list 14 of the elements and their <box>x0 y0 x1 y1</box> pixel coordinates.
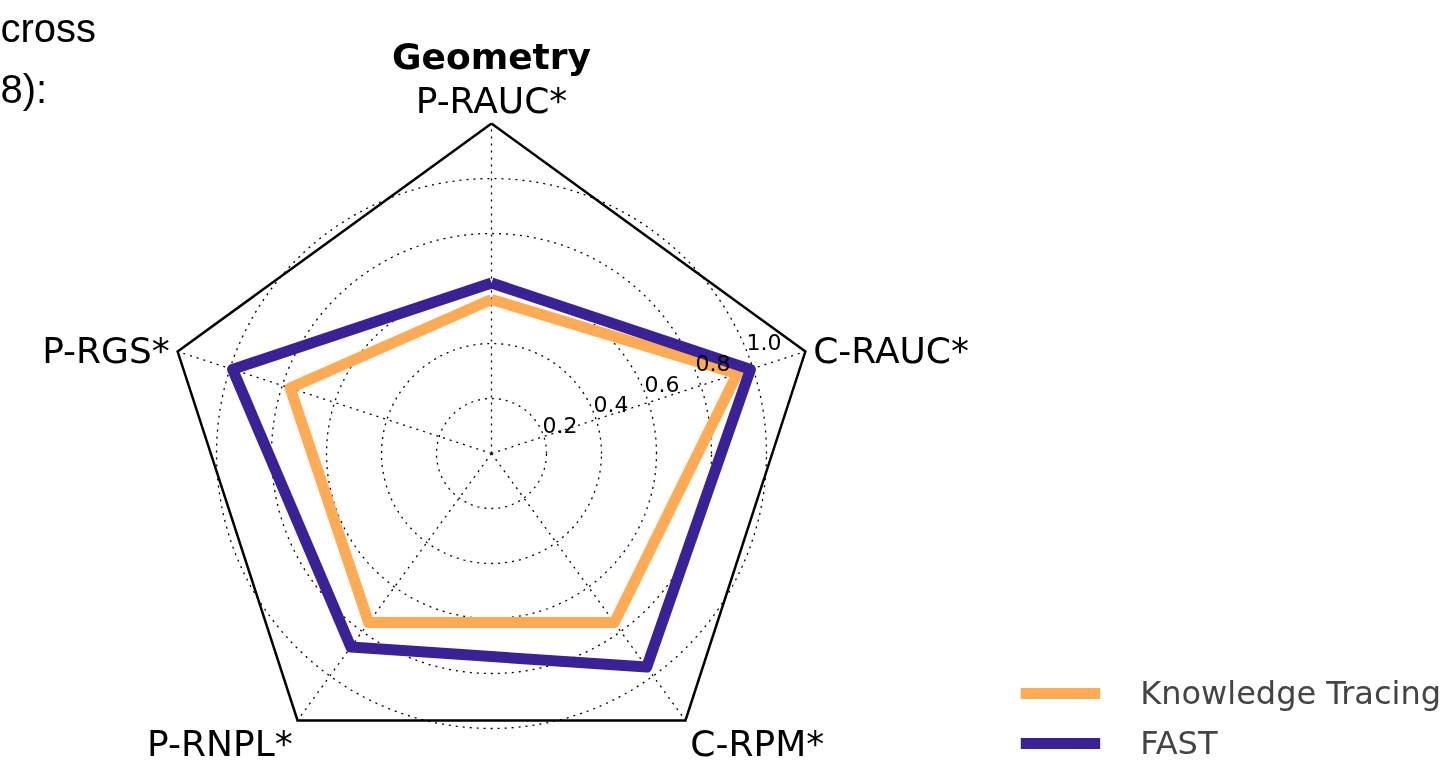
spoke-label: P-RNPL* <box>147 722 293 762</box>
y-tick-label: 0.4 <box>593 392 629 418</box>
spoke-label: C-RAUC* <box>813 330 969 372</box>
legend-label: Knowledge Tracing <box>1140 674 1441 712</box>
spoke-label: P-RGS* <box>42 330 170 372</box>
legend-label: FAST <box>1140 724 1218 762</box>
y-tick-label: 0.6 <box>644 371 680 397</box>
spoke-label: P-RAUC* <box>415 79 568 121</box>
chart-title: Geometry <box>391 35 592 77</box>
text: cross <box>0 6 97 50</box>
spoke-label: C-RPM* <box>690 722 825 762</box>
y-tick-label: 0.2 <box>542 412 578 438</box>
text: 8): <box>0 66 48 111</box>
y-tick-label: 1.0 <box>746 330 782 356</box>
